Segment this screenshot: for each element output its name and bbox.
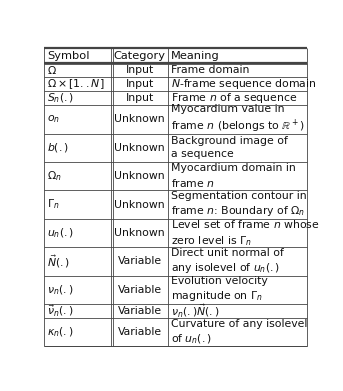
Text: $N$-frame sequence domain: $N$-frame sequence domain bbox=[171, 77, 317, 91]
Text: Unknown: Unknown bbox=[114, 115, 165, 124]
Text: Meaning: Meaning bbox=[171, 50, 220, 61]
Text: $\nu_n(.)\vec{N}(.)$: $\nu_n(.)\vec{N}(.)$ bbox=[171, 302, 220, 320]
Text: $\kappa_n(.)$: $\kappa_n(.)$ bbox=[47, 325, 74, 339]
Text: $b(.)$: $b(.)$ bbox=[47, 141, 69, 154]
Text: $\vec{N}(.)$: $\vec{N}(.)$ bbox=[47, 253, 71, 270]
Text: Unknown: Unknown bbox=[114, 199, 165, 210]
Text: Variable: Variable bbox=[118, 327, 162, 337]
Text: Input: Input bbox=[126, 79, 154, 89]
Text: Evolution velocity
magnitude on $\Gamma_n$: Evolution velocity magnitude on $\Gamma_… bbox=[171, 276, 268, 303]
Text: Frame $n$ of a sequence: Frame $n$ of a sequence bbox=[171, 91, 297, 105]
Text: Myocardium value in
frame $n$ (belongs to $\mathbb{R}^+$): Myocardium value in frame $n$ (belongs t… bbox=[171, 104, 305, 135]
Text: $\Omega$: $\Omega$ bbox=[47, 64, 57, 76]
Text: $\nu_n(.)$: $\nu_n(.)$ bbox=[47, 283, 74, 296]
Text: Frame domain: Frame domain bbox=[171, 65, 249, 75]
Text: Curvature of any isolevel
of $u_n(.)$: Curvature of any isolevel of $u_n(.)$ bbox=[171, 319, 307, 346]
Text: $u_n(.)$: $u_n(.)$ bbox=[47, 226, 74, 240]
Text: Variable: Variable bbox=[118, 285, 162, 295]
Text: $\vec{\nu}_n(.)$: $\vec{\nu}_n(.)$ bbox=[47, 303, 74, 319]
Text: Level set of frame $n$ whose
zero level is $\Gamma_n$: Level set of frame $n$ whose zero level … bbox=[171, 218, 320, 248]
Text: Unknown: Unknown bbox=[114, 143, 165, 153]
Text: Symbol: Symbol bbox=[47, 50, 90, 61]
Text: Variable: Variable bbox=[118, 306, 162, 316]
Text: Unknown: Unknown bbox=[114, 171, 165, 181]
Text: Background image of
a sequence: Background image of a sequence bbox=[171, 136, 288, 159]
Text: Direct unit normal of
any isolevel of $u_n(.)$: Direct unit normal of any isolevel of $u… bbox=[171, 248, 284, 275]
Text: Category: Category bbox=[114, 50, 166, 61]
Text: $\Omega_n$: $\Omega_n$ bbox=[47, 169, 62, 183]
Text: Segmentation contour in
frame $n$: Boundary of $\Omega_n$: Segmentation contour in frame $n$: Bound… bbox=[171, 191, 307, 218]
Text: Input: Input bbox=[126, 65, 154, 75]
Text: $o_n$: $o_n$ bbox=[47, 113, 60, 125]
Text: $\Omega \times [1..N]$: $\Omega \times [1..N]$ bbox=[47, 77, 105, 91]
Text: Input: Input bbox=[126, 93, 154, 103]
Text: Unknown: Unknown bbox=[114, 228, 165, 238]
Text: Variable: Variable bbox=[118, 256, 162, 266]
Text: $\Gamma_n$: $\Gamma_n$ bbox=[47, 198, 60, 212]
Text: Myocardium domain in
frame $n$: Myocardium domain in frame $n$ bbox=[171, 163, 296, 189]
Text: $S_n(.)$: $S_n(.)$ bbox=[47, 91, 74, 105]
